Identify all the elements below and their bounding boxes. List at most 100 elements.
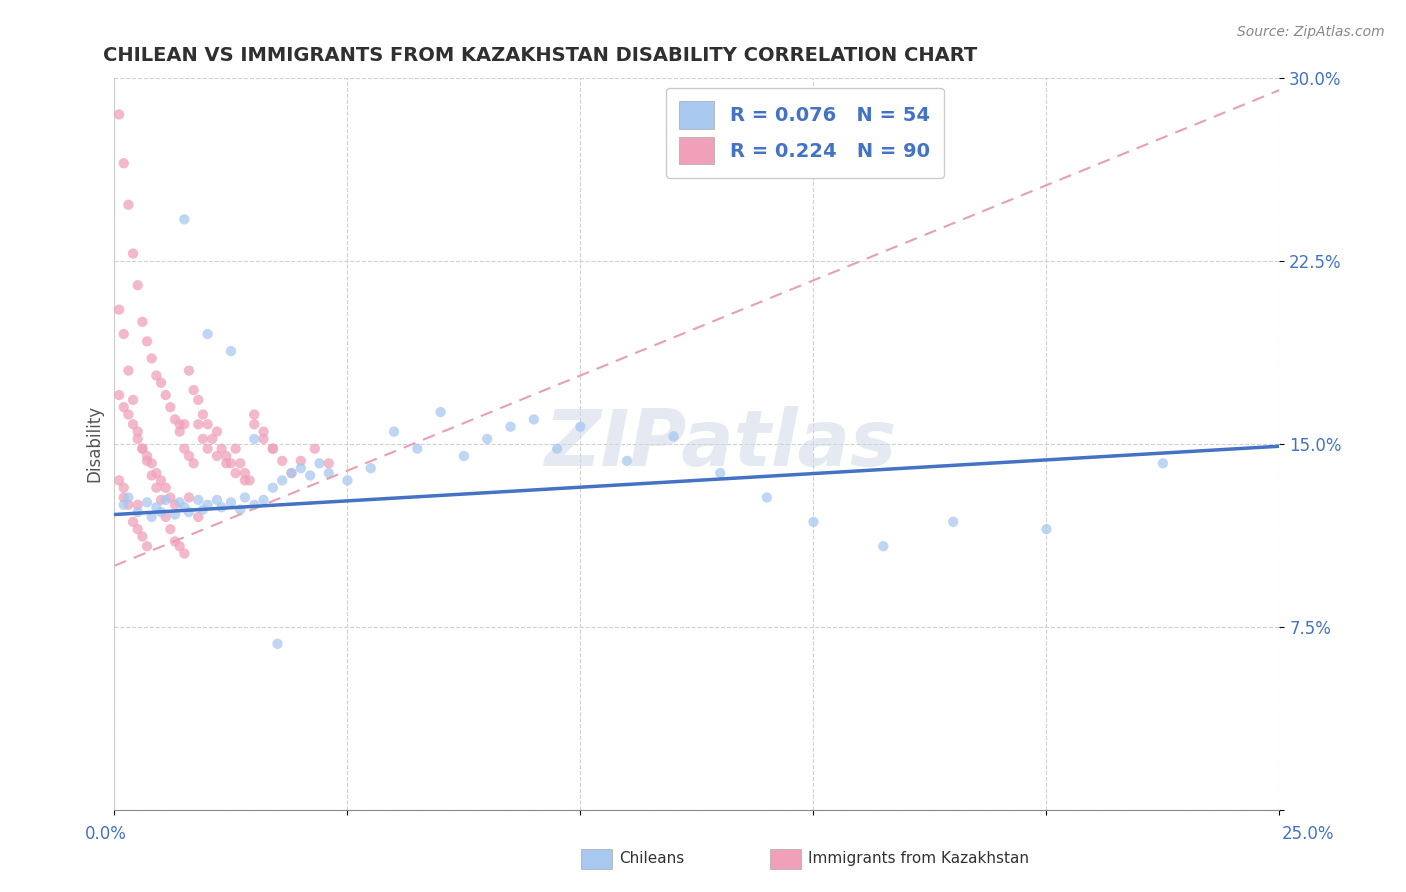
Point [318,456,340,470]
Point [127,278,149,293]
Point [616,454,638,468]
Point [243,432,266,446]
Point [127,498,149,512]
Point [252,492,274,507]
Point [145,500,167,515]
Point [173,442,195,456]
Point [131,529,153,543]
Point [117,408,139,422]
Point [177,449,200,463]
Point [262,442,284,456]
Point [406,442,429,456]
Point [159,401,181,415]
Point [131,315,153,329]
Y-axis label: Disability: Disability [86,405,103,483]
Point [211,500,233,515]
Point [163,498,186,512]
Point [219,456,242,470]
Point [127,505,149,519]
Point [243,417,266,432]
Text: 25.0%: 25.0% [1281,825,1334,843]
Point [136,449,159,463]
Point [108,302,131,317]
Point [191,408,214,422]
Point [112,498,135,512]
Point [169,425,191,439]
Point [155,388,177,402]
Point [150,376,173,390]
Point [145,368,167,383]
Point [1152,456,1174,470]
Point [290,461,312,475]
Point [155,492,177,507]
Point [205,449,228,463]
Point [145,481,167,495]
Legend: R = 0.076   N = 54, R = 0.224   N = 90: R = 0.076 N = 54, R = 0.224 N = 90 [665,87,943,178]
Point [131,442,153,456]
Point [177,491,200,505]
Point [187,492,209,507]
Point [252,425,274,439]
Point [122,417,145,432]
Point [299,468,322,483]
Point [215,449,238,463]
Point [117,198,139,212]
Text: Source: ZipAtlas.com: Source: ZipAtlas.com [1237,25,1385,39]
Point [233,466,256,480]
Point [201,432,224,446]
Point [360,461,382,475]
Point [262,481,284,495]
Point [942,515,965,529]
Point [122,515,145,529]
Point [191,432,214,446]
Point [280,466,302,480]
Point [233,474,256,488]
Point [131,442,153,456]
Point [141,456,163,470]
Point [136,454,159,468]
Point [127,432,149,446]
Point [155,481,177,495]
Text: Immigrants from Kazakhstan: Immigrants from Kazakhstan [808,851,1029,865]
Point [205,425,228,439]
Point [117,363,139,377]
Point [219,344,242,359]
Point [136,539,159,553]
Point [112,326,135,341]
Point [304,442,326,456]
Point [197,417,219,432]
Point [290,454,312,468]
Point [177,363,200,377]
Point [225,466,247,480]
Point [453,449,475,463]
Point [155,510,177,524]
Point [211,442,233,456]
Point [477,432,499,446]
Point [169,417,191,432]
Point [197,326,219,341]
Point [569,419,592,434]
Point [229,456,252,470]
Point [150,492,173,507]
Point [187,392,209,407]
Point [112,401,135,415]
Point [108,474,131,488]
Point [177,505,200,519]
Point [755,491,778,505]
Point [159,491,181,505]
Point [215,456,238,470]
Point [546,442,568,456]
Point [159,522,181,536]
Point [499,419,522,434]
Point [197,442,219,456]
Point [122,246,145,260]
Point [262,442,284,456]
Point [136,495,159,509]
Point [117,491,139,505]
Point [117,498,139,512]
Point [173,212,195,227]
Point [187,417,209,432]
Point [169,495,191,509]
Point [173,417,195,432]
Point [336,474,359,488]
